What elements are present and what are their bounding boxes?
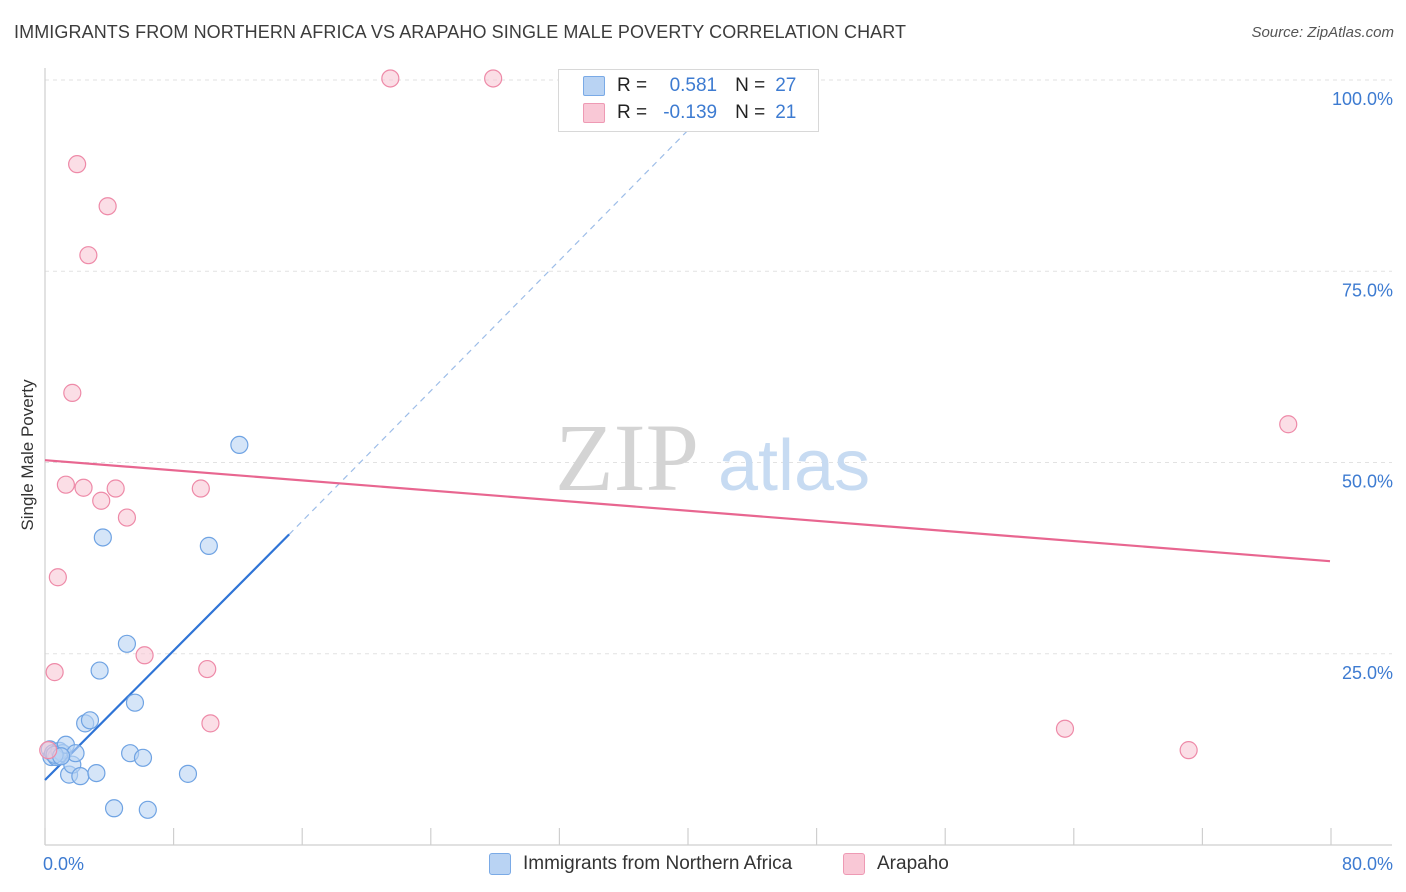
point-pink-10 bbox=[106, 479, 125, 498]
legend-n-value-pink: 21 bbox=[775, 102, 797, 123]
legend-swatch-pink bbox=[583, 103, 605, 123]
y-tick-label-75: 75.0% bbox=[1342, 280, 1393, 300]
point-pink-5 bbox=[68, 155, 87, 174]
watermark-zip: ZIP bbox=[555, 404, 699, 511]
data-points bbox=[39, 69, 1298, 819]
point-pink-17 bbox=[484, 69, 503, 88]
point-pink-8 bbox=[92, 491, 111, 510]
point-pink-6 bbox=[74, 478, 93, 497]
point-pink-4 bbox=[63, 383, 82, 402]
y-tick-label-100: 100.0% bbox=[1332, 89, 1393, 109]
bottom-legend-label-blue: Immigrants from Northern Africa bbox=[523, 853, 793, 874]
point-blue-17 bbox=[117, 634, 137, 653]
point-blue-21 bbox=[138, 800, 157, 819]
point-pink-13 bbox=[191, 479, 210, 498]
bottom-legend-swatch-pink bbox=[843, 853, 865, 875]
point-blue-22 bbox=[178, 764, 198, 783]
legend-r-value-blue: 0.581 bbox=[669, 75, 718, 96]
chart-title: IMMIGRANTS FROM NORTHERN AFRICA VS ARAPA… bbox=[14, 22, 907, 42]
point-pink-12 bbox=[135, 646, 154, 665]
y-tick-label-50: 50.0% bbox=[1342, 472, 1393, 492]
point-pink-3 bbox=[56, 475, 75, 494]
bottom-legend-series1: Immigrants from Northern Africa bbox=[489, 851, 792, 877]
point-blue-20 bbox=[133, 748, 153, 767]
point-pink-16 bbox=[381, 69, 400, 88]
tick-labels: 25.0% 50.0% 75.0% 100.0% 0.0% 80.0% bbox=[43, 89, 1393, 874]
legend-r-value-pink: -0.139 bbox=[663, 102, 718, 123]
legend-r-label: R = bbox=[617, 102, 648, 123]
trend-line-pink bbox=[44, 459, 1331, 563]
point-pink-19 bbox=[1179, 741, 1198, 760]
axes bbox=[44, 68, 1392, 846]
correlation-legend: R = 0.581 N = 27 R = -0.139 N = 21 bbox=[558, 69, 819, 132]
point-pink-0 bbox=[39, 741, 58, 760]
point-pink-11 bbox=[117, 508, 137, 527]
x-tick-label-min: 0.0% bbox=[43, 854, 84, 874]
bottom-legend-label-pink: Arapaho bbox=[877, 853, 949, 874]
point-pink-7 bbox=[79, 246, 98, 265]
point-blue-19 bbox=[125, 693, 145, 712]
point-blue-16 bbox=[104, 799, 124, 818]
grid bbox=[45, 79, 1392, 655]
legend-n-label: N = bbox=[735, 102, 766, 123]
point-blue-23 bbox=[199, 536, 218, 555]
point-pink-2 bbox=[48, 568, 67, 587]
trend-line-blue bbox=[44, 533, 290, 781]
bottom-legend-swatch-blue bbox=[489, 853, 511, 875]
trend-lines bbox=[44, 114, 1331, 781]
legend-n-label: N = bbox=[735, 75, 766, 96]
point-pink-20 bbox=[1279, 415, 1298, 434]
watermark: ZIP atlas bbox=[555, 404, 870, 511]
point-pink-14 bbox=[198, 659, 217, 679]
legend-n-value-blue: 27 bbox=[775, 75, 797, 96]
point-blue-14 bbox=[90, 661, 109, 680]
point-blue-24 bbox=[230, 435, 249, 455]
y-tick-label-25: 25.0% bbox=[1342, 663, 1393, 683]
x-tick-label-max: 80.0% bbox=[1342, 854, 1393, 874]
legend-row-blue: R = 0.581 N = 27 bbox=[583, 74, 797, 98]
watermark-atlas: atlas bbox=[718, 426, 870, 506]
point-pink-9 bbox=[98, 197, 117, 216]
point-blue-12 bbox=[80, 711, 100, 730]
bottom-legend-series2: Arapaho bbox=[843, 851, 949, 877]
point-pink-18 bbox=[1055, 719, 1075, 738]
legend-r-label: R = bbox=[617, 75, 648, 96]
point-blue-15 bbox=[93, 528, 112, 547]
source-label: Source: ZipAtlas.com bbox=[1251, 24, 1394, 41]
point-blue-10 bbox=[71, 767, 90, 786]
legend-row-pink: R = -0.139 N = 21 bbox=[583, 101, 797, 125]
point-pink-1 bbox=[45, 663, 64, 682]
legend-swatch-blue bbox=[583, 76, 605, 96]
point-blue-13 bbox=[87, 763, 106, 783]
point-pink-15 bbox=[201, 714, 220, 733]
